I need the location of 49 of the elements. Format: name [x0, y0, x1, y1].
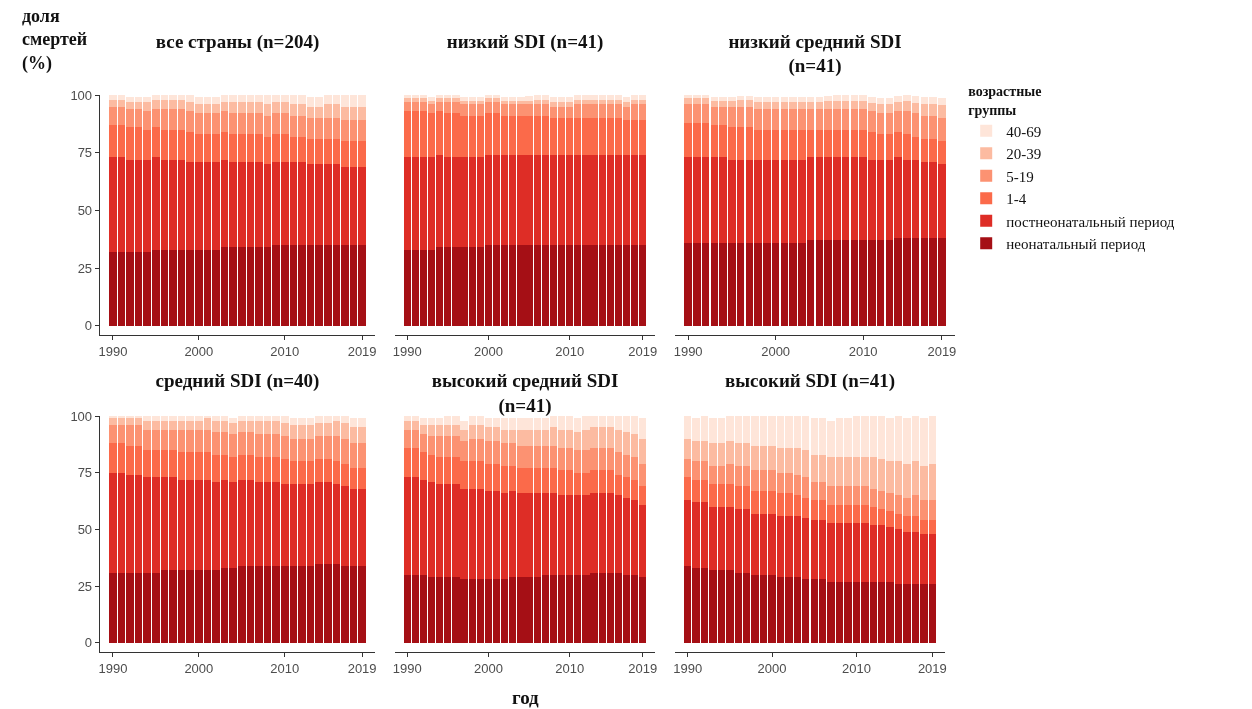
x-tick-label: 2000	[184, 343, 214, 359]
x-tick-label: 2010	[555, 660, 585, 676]
x-tick-label: 2019	[347, 660, 377, 676]
chart-title: высокий SDI (n=41)	[724, 370, 896, 392]
x-tick-label: 1990	[98, 660, 128, 676]
y-tick-label: 50	[77, 202, 93, 218]
legend-label: 40-69	[1006, 123, 1042, 140]
x-tick-label: 2019	[927, 343, 957, 359]
y-axis-title: доля смертей (%)	[22, 6, 88, 74]
x-tick-label: 1990	[392, 343, 422, 359]
x-tick-label: 2019	[628, 343, 658, 359]
y-tick-label: 50	[77, 522, 93, 538]
y-tick-label: 25	[77, 578, 93, 594]
chart-title: высокий средний SDI (n=41)	[431, 370, 619, 417]
legend-label: 20-39	[1006, 146, 1042, 163]
x-tick-label: 2000	[184, 660, 214, 676]
x-tick-label: 1990	[392, 660, 422, 676]
y-tick-label: 0	[84, 318, 93, 334]
chart-title: все страны (n=204)	[155, 30, 320, 53]
y-tick-label: 75	[77, 465, 93, 481]
legend-label: 1-4	[1006, 191, 1027, 208]
legend-label: 5-19	[1006, 168, 1034, 185]
chart-title: средний SDI (n=40)	[155, 370, 320, 392]
legend-label: постнеонатальный период	[1006, 213, 1175, 230]
x-axis-title: год	[512, 687, 540, 708]
y-tick-label: 25	[77, 260, 93, 276]
y-tick-label: 100	[70, 408, 93, 424]
legend-label: неонатальный период	[1006, 236, 1146, 253]
x-tick-label: 1990	[673, 660, 703, 676]
x-tick-label: 2019	[917, 660, 947, 676]
x-tick-label: 2000	[761, 343, 791, 359]
x-tick-label: 2000	[757, 660, 787, 676]
y-tick-label: 75	[77, 145, 93, 161]
chart-title: низкий средний SDI (n=41)	[728, 30, 902, 78]
y-tick-label: 0	[84, 635, 93, 651]
x-tick-label: 2019	[628, 660, 658, 676]
x-tick-label: 2000	[473, 660, 503, 676]
y-tick-label: 100	[70, 87, 93, 103]
x-tick-label: 2010	[848, 343, 878, 359]
x-tick-label: 2010	[555, 343, 585, 359]
x-tick-label: 1990	[673, 343, 703, 359]
x-tick-label: 2019	[347, 343, 377, 359]
x-tick-label: 2010	[270, 660, 300, 676]
x-tick-label: 2000	[473, 343, 503, 359]
x-tick-label: 1990	[98, 343, 128, 359]
x-tick-label: 2010	[270, 343, 300, 359]
x-tick-label: 2010	[841, 660, 871, 676]
chart-title: низкий SDI (n=41)	[446, 30, 604, 53]
legend-title: возрастные группы	[968, 84, 1042, 118]
